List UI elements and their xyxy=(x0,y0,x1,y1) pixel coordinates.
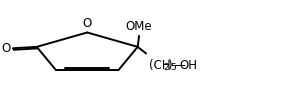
Text: —: — xyxy=(173,59,185,72)
Text: ): ) xyxy=(167,59,172,72)
Text: O: O xyxy=(1,42,10,55)
Text: OH: OH xyxy=(179,59,197,72)
Text: (CH: (CH xyxy=(149,59,171,72)
Text: 2: 2 xyxy=(163,63,169,72)
Text: 5: 5 xyxy=(170,63,176,72)
Text: OMe: OMe xyxy=(126,20,152,33)
Text: O: O xyxy=(83,17,92,30)
